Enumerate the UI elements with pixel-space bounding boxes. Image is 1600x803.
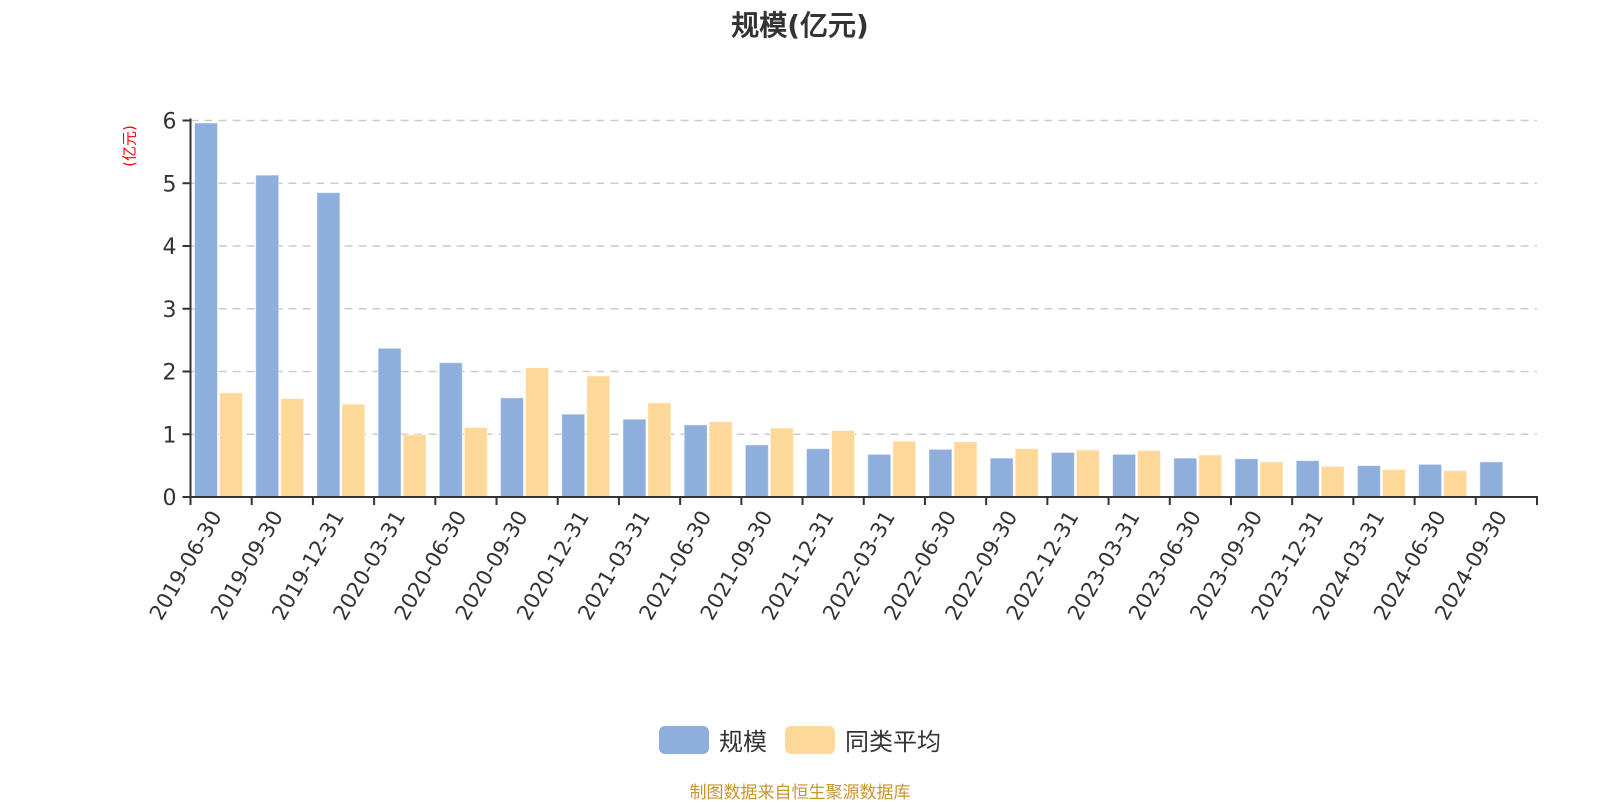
- bar-peer-average: [1381, 468, 1406, 498]
- bar-peer-average: [1014, 448, 1039, 498]
- bar-scale: [1173, 457, 1198, 498]
- bar-scale: [1356, 465, 1381, 498]
- bar-scale: [622, 418, 647, 498]
- bar-scale: [683, 424, 708, 498]
- data-source-footer: 制图数据来自恒生聚源数据库: [689, 783, 911, 803]
- bar-scale: [928, 448, 953, 498]
- bar-peer-average: [525, 367, 550, 498]
- bar-peer-average: [1320, 465, 1345, 498]
- bar-peer-average: [463, 426, 488, 498]
- legend-swatch-scale-icon: [659, 725, 709, 754]
- y-tick-label: 4: [163, 235, 177, 260]
- bar-scale: [989, 457, 1014, 498]
- bar-peer-average: [341, 403, 366, 498]
- bar-scale: [1112, 453, 1137, 498]
- bar-peer-average: [831, 429, 856, 498]
- bar-scale: [438, 362, 463, 498]
- bar-peer-average: [1198, 454, 1223, 498]
- y-axis-unit-label: (亿元): [121, 125, 139, 167]
- bar-scale: [806, 448, 831, 498]
- bar-peer-average: [586, 375, 611, 498]
- bar-scale: [194, 122, 218, 498]
- bar-peer-average: [647, 402, 672, 498]
- y-tick-label: 6: [163, 110, 177, 135]
- y-tick-label: 0: [163, 486, 177, 511]
- y-tick-label: 1: [163, 423, 177, 448]
- y-tick-label: 5: [163, 172, 177, 197]
- bar-scale: [561, 413, 586, 498]
- bar-peer-average: [1137, 450, 1162, 498]
- chart-title: 规模(亿元): [731, 9, 869, 42]
- bar-peer-average: [1075, 449, 1100, 498]
- legend-item-peer-average[interactable]: 同类平均: [785, 722, 941, 757]
- bar-scale: [316, 192, 341, 498]
- bar-peer-average: [892, 440, 917, 498]
- bar-peer-average: [708, 421, 733, 498]
- bar-peer-average: [953, 441, 978, 498]
- bar-peer-average: [1259, 461, 1284, 498]
- legend-label-peer-average: 同类平均: [845, 728, 941, 756]
- bar-peer-average: [402, 434, 427, 498]
- legend: 规模 同类平均: [0, 722, 1600, 757]
- bar-scale: [867, 453, 892, 498]
- bar-scale: [500, 397, 525, 498]
- legend-swatch-peer-average-icon: [785, 725, 835, 754]
- bar-peer-average: [769, 427, 794, 498]
- bar-peer-average: [1443, 470, 1468, 498]
- bar-peer-average: [219, 392, 243, 498]
- bar-scale: [255, 174, 280, 498]
- bar-scale: [377, 347, 402, 498]
- bar-scale: [1418, 463, 1443, 498]
- y-tick-label: 2: [163, 361, 177, 386]
- legend-label-scale: 规模: [719, 728, 767, 756]
- bar-scale: [1234, 458, 1259, 498]
- legend-item-scale[interactable]: 规模: [659, 722, 767, 757]
- y-tick-label: 3: [163, 298, 177, 323]
- bar-peer-average: [280, 397, 305, 498]
- bar-scale: [744, 444, 769, 498]
- bar-scale: [1479, 461, 1504, 498]
- bar-scale: [1050, 451, 1075, 498]
- bar-scale: [1295, 460, 1320, 498]
